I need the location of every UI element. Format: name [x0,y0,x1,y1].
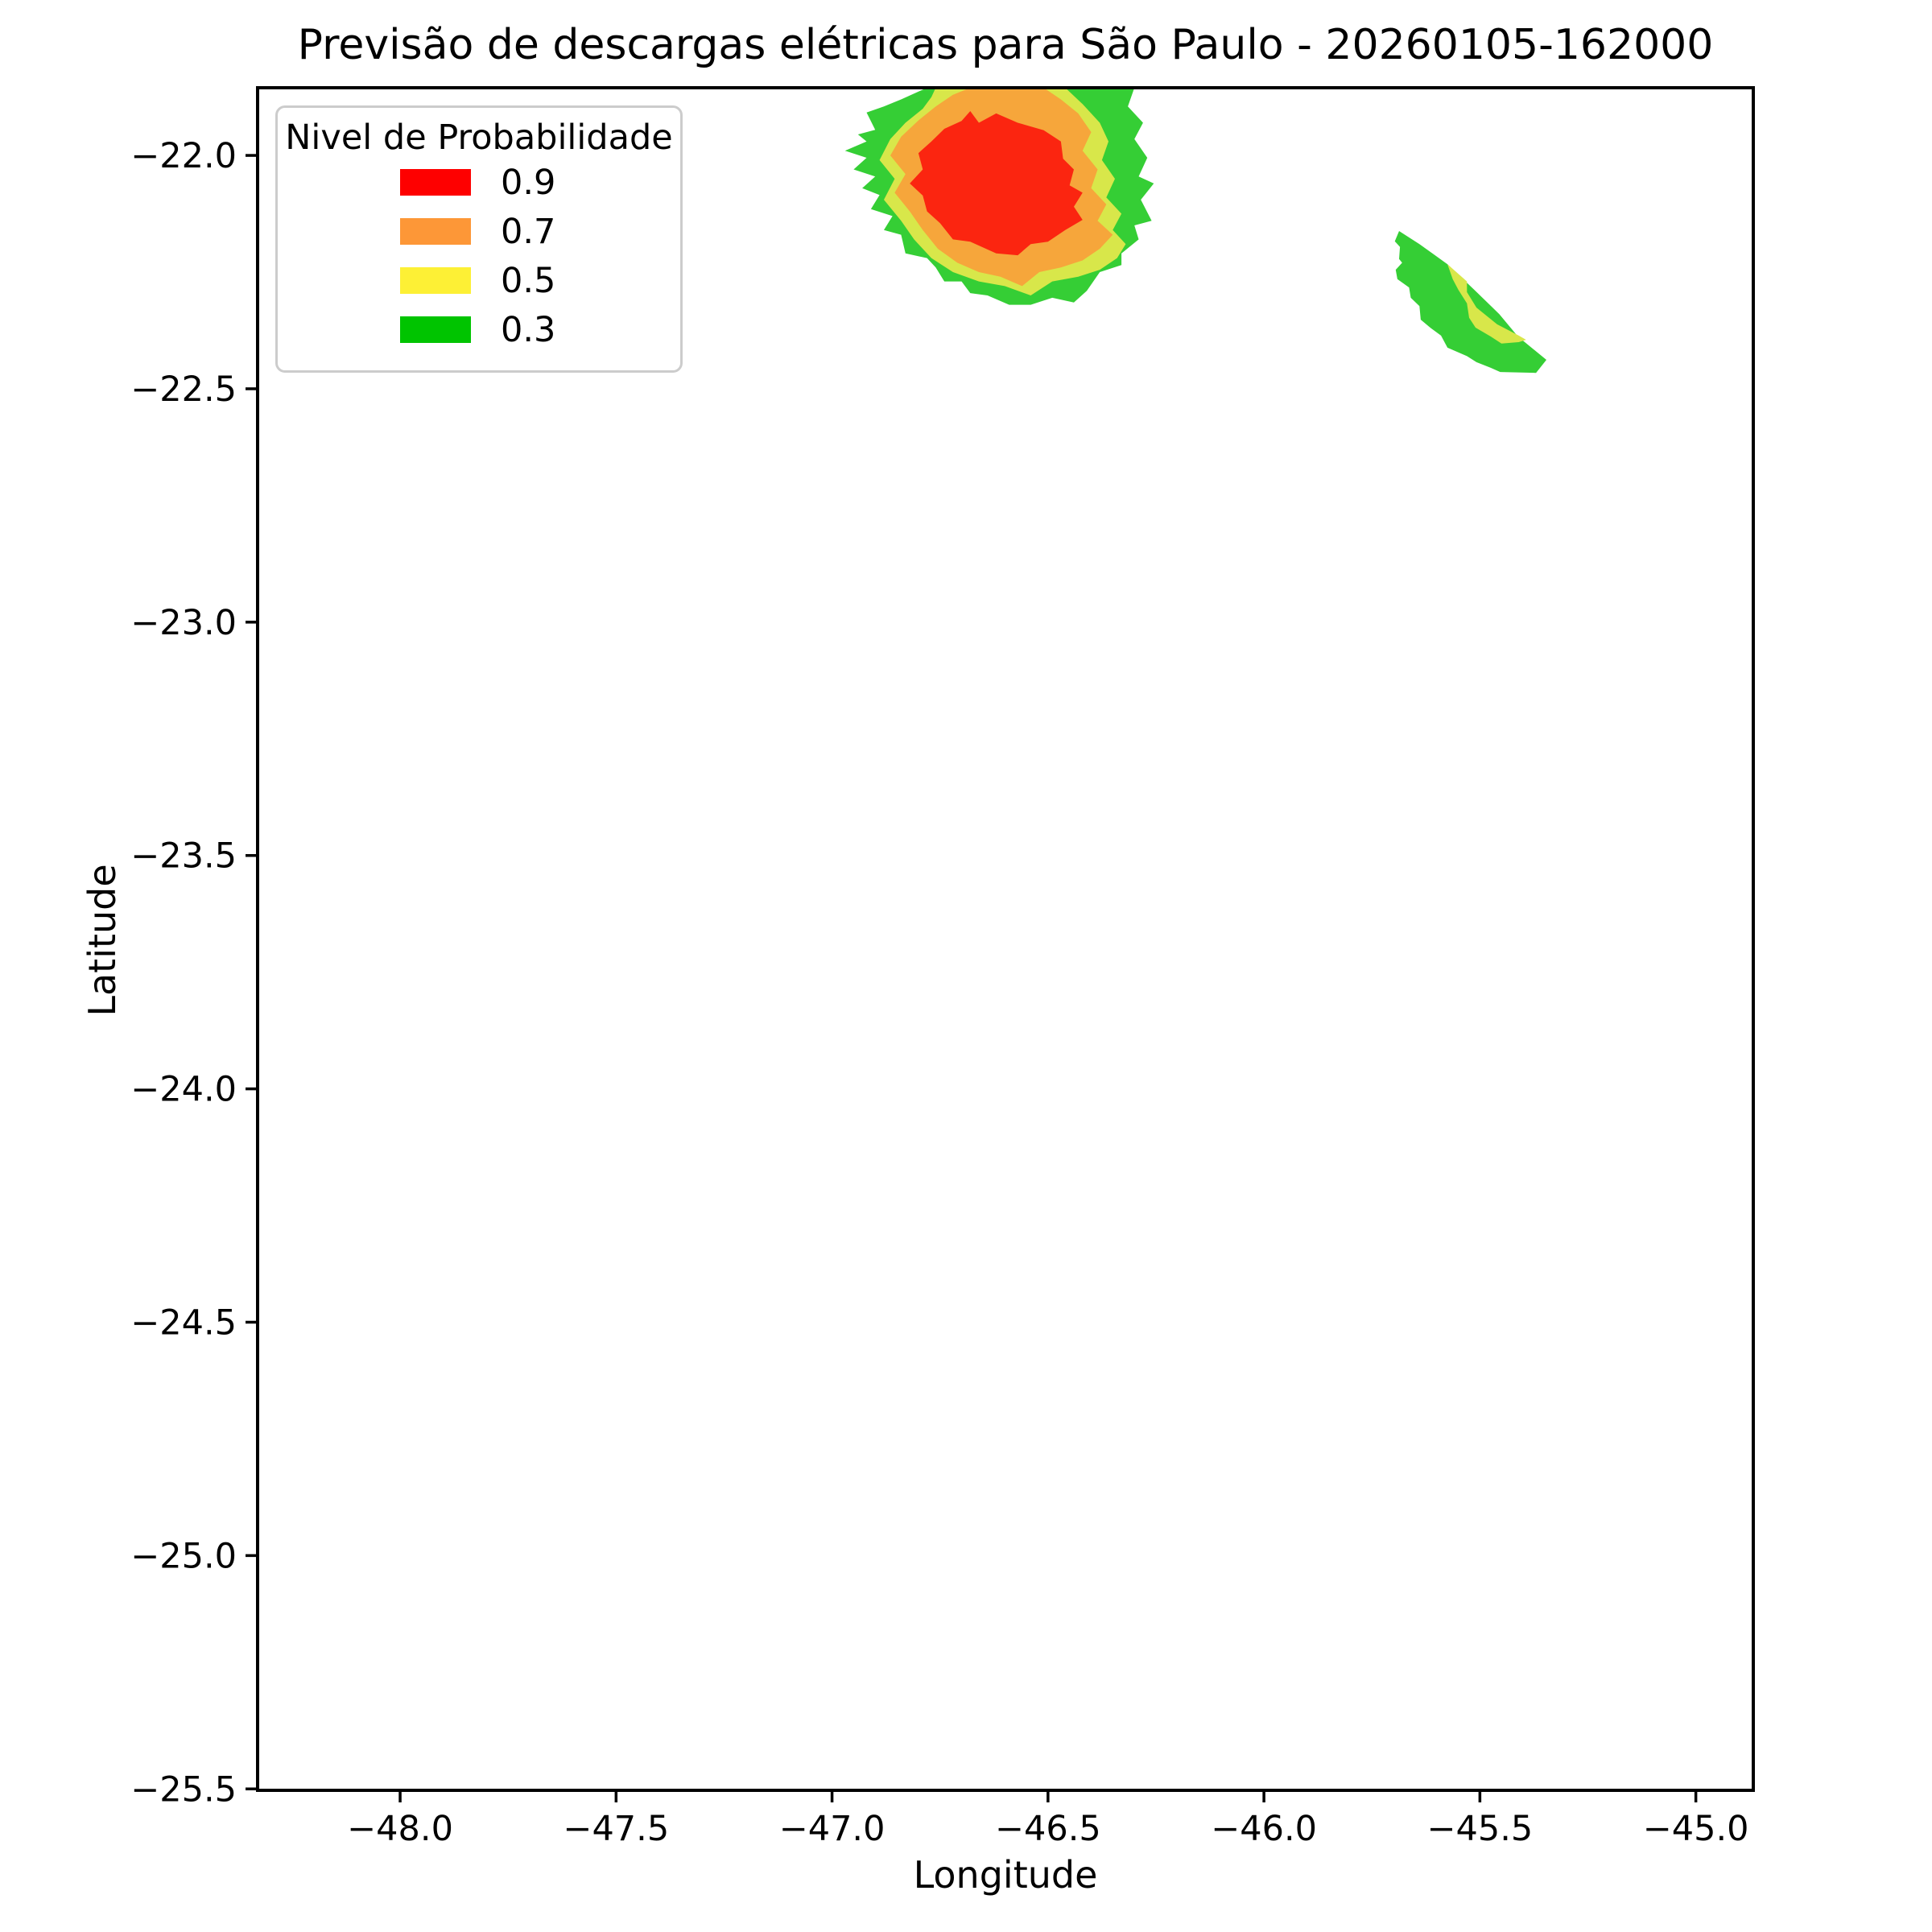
legend-label: 0.5 [501,260,556,301]
y-axis-label: Latitude [80,864,124,1017]
y-tick-label: −24.0 [130,1070,237,1110]
contour-layer [844,88,1546,374]
y-tick-label: −23.5 [130,836,237,877]
storm-cell-a-prob-0.9 [910,111,1083,256]
legend-swatch-orange [400,218,471,245]
y-tick-label: −25.5 [130,1769,237,1810]
x-tick-label: −45.5 [1426,1809,1533,1849]
y-tick-label: −24.5 [130,1302,237,1343]
chart-title: Previsão de descargas elétricas para São… [297,21,1714,69]
legend-swatch-yellow [400,267,471,294]
x-tick-label: −47.0 [779,1809,886,1849]
x-tick-label: −48.0 [347,1809,453,1849]
legend-label: 0.7 [501,211,556,252]
legend-swatch-red [400,169,471,196]
y-tick-label: −22.5 [130,369,237,410]
x-tick-label: −45.0 [1643,1809,1749,1849]
x-tick-label: −46.5 [995,1809,1101,1849]
legend-item-0.7: 0.7 [278,207,680,256]
y-tick-label: −22.0 [130,136,237,176]
legend-swatch-green [400,316,471,343]
legend-label: 0.3 [501,309,556,350]
y-tick-label: −25.0 [130,1536,237,1576]
y-tick-label: −23.0 [130,603,237,643]
tick-layer: −48.0 −47.5 −47.0 −46.5 −46.0 −45.5 −45.0 −22.0… [130,136,1748,1849]
legend-label: 0.9 [501,162,556,203]
legend-item-0.3: 0.3 [278,305,680,354]
legend-title: Nivel de Probabilidade [285,118,673,158]
x-axis-label: Longitude [913,1853,1098,1897]
legend-item-0.9: 0.9 [278,158,680,207]
legend-item-0.5: 0.5 [278,256,680,305]
x-tick-label: −47.5 [563,1809,669,1849]
legend-box: Nivel de Probabilidade 0.9 0.7 0.5 0.3 [275,105,683,373]
x-tick-label: −46.0 [1211,1809,1317,1849]
storm-cell-b-prob-0.5 [1447,264,1526,344]
plot-border [256,86,1755,1792]
